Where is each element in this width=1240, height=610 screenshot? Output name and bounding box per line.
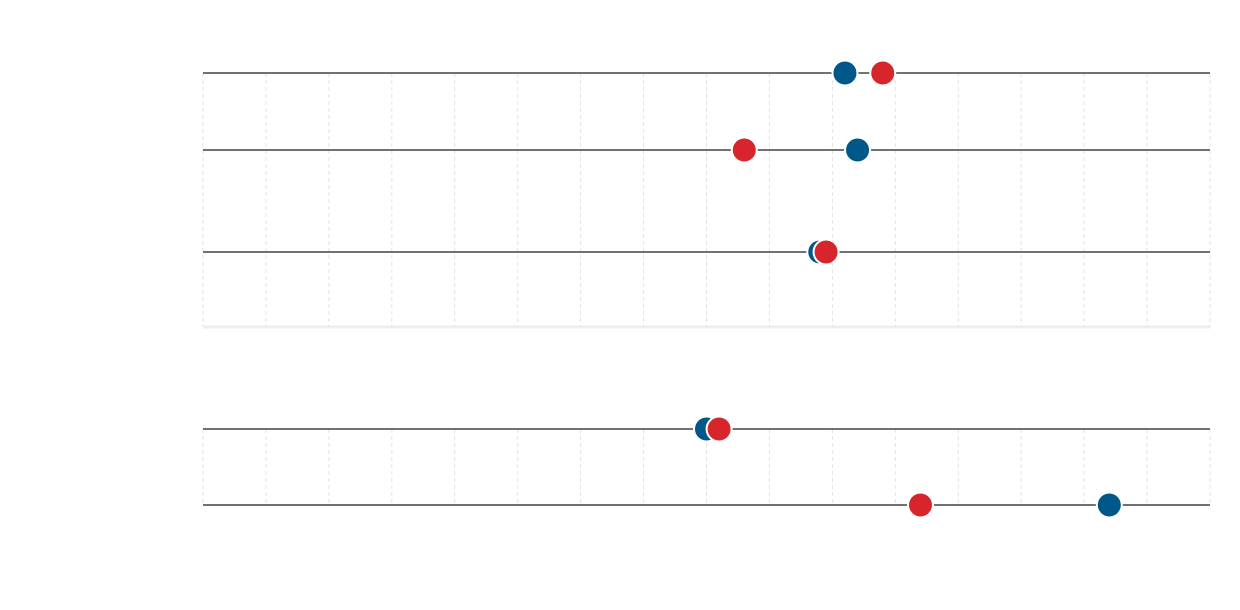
dot	[812, 238, 840, 266]
dot	[1095, 491, 1123, 519]
dot	[730, 136, 758, 164]
dot	[844, 136, 872, 164]
dot	[705, 415, 733, 443]
dot	[906, 491, 934, 519]
dot	[869, 59, 897, 87]
dot	[831, 59, 859, 87]
